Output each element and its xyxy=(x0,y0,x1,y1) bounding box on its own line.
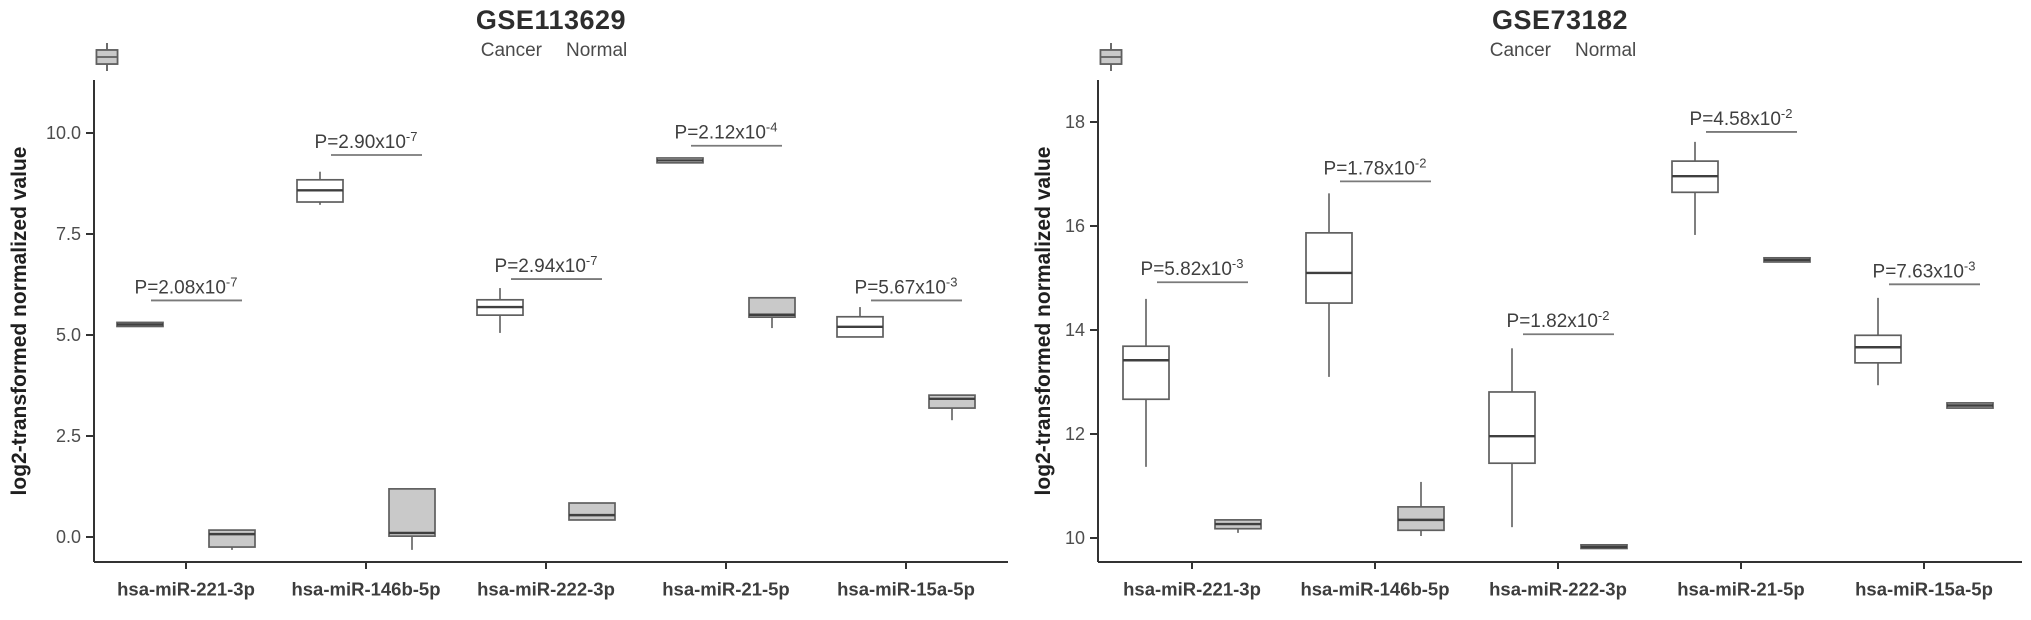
normal-boxplot-box xyxy=(568,502,616,521)
panel-gse73182: GSE73182 Cancer Normal log2-transformed n… xyxy=(1016,0,2031,620)
cancer-boxplot-box xyxy=(1854,334,1902,364)
cancer-boxplot-box xyxy=(1305,232,1353,304)
legend-label: Normal xyxy=(1575,40,1637,61)
boxplot-gse73182: 10 12 14 16 18 hsa-miR-221-3p P=5.82x10-3 hsa-m… xyxy=(1065,80,2022,600)
cancer-boxplot-box xyxy=(1122,345,1170,401)
legend-label: Cancer xyxy=(480,40,542,61)
x-category-label: hsa-miR-222-3p xyxy=(1489,579,1627,600)
p-value-label: P=5.67x10-3 xyxy=(855,274,958,298)
boxplot-gse113629: 0.0 2.5 5.0 7.5 10.0 hsa-miR-221-3p P=2.08x10-… xyxy=(46,80,1008,600)
p-value-label: P=1.82x10-2 xyxy=(1507,308,1610,332)
p-value-label: P=5.82x10-3 xyxy=(1141,256,1244,280)
x-category-label: hsa-miR-221-3p xyxy=(1123,579,1261,600)
legend: Cancer Normal xyxy=(1098,40,2022,71)
p-value-label: P=2.12x10-4 xyxy=(675,120,778,144)
y-tick-label: 14 xyxy=(1065,320,1085,340)
panel-gse113629: GSE113629 Cancer Normal log2-transformed … xyxy=(0,0,1015,620)
legend-item-normal: Normal xyxy=(1099,40,1637,71)
p-value-label: P=2.90x10-7 xyxy=(315,129,418,153)
boxplot-key-icon xyxy=(95,43,119,71)
legend-label: Normal xyxy=(566,40,628,61)
y-tick-label: 0.0 xyxy=(56,527,81,547)
x-category-label: hsa-miR-15a-5p xyxy=(837,579,975,600)
normal-boxplot-box xyxy=(1397,506,1445,532)
x-category-label: hsa-miR-15a-5p xyxy=(1855,579,1993,600)
y-tick-label: 7.5 xyxy=(56,224,81,244)
p-value-label: P=7.63x10-3 xyxy=(1873,258,1976,282)
boxplot-key-icon xyxy=(1099,43,1123,71)
panel-title: GSE113629 xyxy=(475,5,627,35)
p-value-label: P=1.78x10-2 xyxy=(1324,155,1427,179)
normal-boxplot-box xyxy=(208,529,256,548)
x-category-label: hsa-miR-21-5p xyxy=(662,579,789,600)
x-category-label: hsa-miR-146b-5p xyxy=(291,579,440,600)
p-value-label: P=4.58x10-2 xyxy=(1690,106,1793,130)
p-value-label: P=2.08x10-7 xyxy=(135,274,238,298)
y-tick-label: 10 xyxy=(1065,528,1085,548)
p-value-label: P=2.94x10-7 xyxy=(495,253,598,277)
x-category-label: hsa-miR-21-5p xyxy=(1677,579,1804,600)
cancer-boxplot-box xyxy=(1488,391,1536,465)
x-category-label: hsa-miR-146b-5p xyxy=(1300,579,1449,600)
y-tick-label: 18 xyxy=(1065,112,1085,132)
y-tick-label: 5.0 xyxy=(56,325,81,345)
legend: Cancer Normal xyxy=(94,40,1008,71)
panel-title: GSE73182 xyxy=(1491,5,1629,35)
legend-item-normal: Normal xyxy=(95,40,628,71)
y-tick-label: 10.0 xyxy=(46,123,81,143)
normal-boxplot-box xyxy=(388,488,436,537)
y-tick-label: 16 xyxy=(1065,216,1085,236)
x-category-label: hsa-miR-222-3p xyxy=(477,579,615,600)
x-category-label: hsa-miR-221-3p xyxy=(117,579,255,600)
legend-label: Cancer xyxy=(1489,40,1551,61)
normal-boxplot-box xyxy=(748,296,796,319)
y-tick-label: 2.5 xyxy=(56,426,81,446)
normal-boxplot-box xyxy=(928,394,976,409)
y-tick-label: 12 xyxy=(1065,424,1085,444)
